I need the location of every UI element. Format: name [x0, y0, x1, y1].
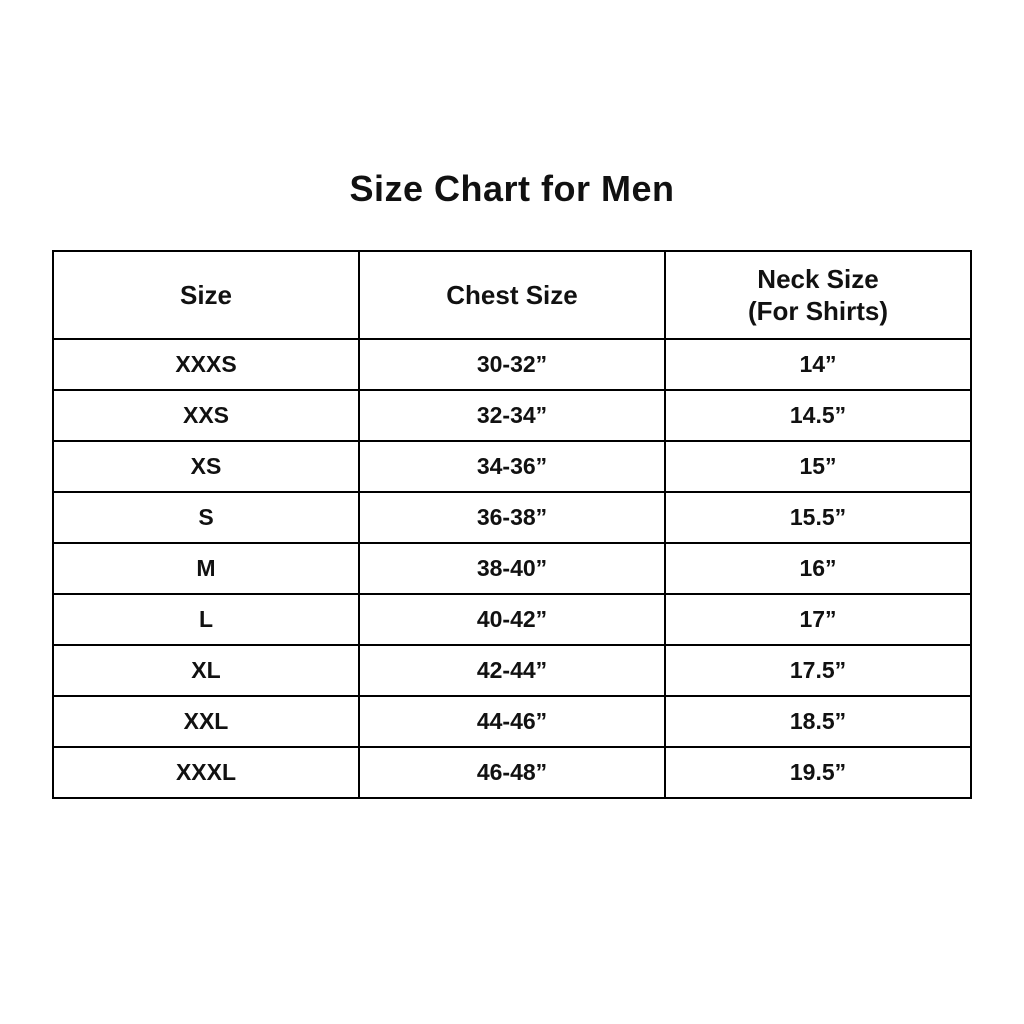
column-header-label: Neck Size	[757, 263, 879, 294]
table-row: XXS 32-34” 14.5”	[52, 389, 972, 442]
header-row: Size Chest Size Neck Size (For Shirts)	[52, 250, 972, 340]
size-cell: XS	[52, 440, 360, 493]
chest-size-cell: 44-46”	[358, 695, 666, 748]
size-chart-table: Size Chest Size Neck Size (For Shirts) XXXS…	[52, 250, 972, 799]
page-title: Size Chart for Men	[349, 168, 675, 209]
chest-size-cell: 42-44”	[358, 644, 666, 697]
table-header: Size Chest Size Neck Size (For Shirts)	[52, 250, 972, 340]
table-row: M 38-40” 16”	[52, 542, 972, 595]
column-header: Neck Size (For Shirts)	[664, 250, 972, 340]
neck-size-cell: 17”	[664, 593, 972, 646]
chest-size-cell: 46-48”	[358, 746, 666, 799]
neck-size-cell: 16”	[664, 542, 972, 595]
column-header-sublabel: (For Shirts)	[747, 296, 889, 326]
size-cell: XL	[52, 644, 360, 697]
size-cell: S	[52, 491, 360, 544]
table-row: S 36-38” 15.5”	[52, 491, 972, 544]
table-row: XL 42-44” 17.5”	[52, 644, 972, 697]
size-cell: L	[52, 593, 360, 646]
size-cell: M	[52, 542, 360, 595]
neck-size-cell: 14.5”	[664, 389, 972, 442]
chest-size-cell: 30-32”	[358, 338, 666, 391]
size-cell: XXL	[52, 695, 360, 748]
chest-size-cell: 36-38”	[358, 491, 666, 544]
column-header: Size	[52, 250, 360, 340]
neck-size-cell: 18.5”	[664, 695, 972, 748]
neck-size-cell: 19.5”	[664, 746, 972, 799]
table-body: XXXS 30-32” 14” XXS 32-34” 14.5” XS 34-36” 15” S 3…	[52, 338, 972, 799]
chest-size-cell: 34-36”	[358, 440, 666, 493]
size-cell: XXXL	[52, 746, 360, 799]
neck-size-cell: 17.5”	[664, 644, 972, 697]
table-row: XS 34-36” 15”	[52, 440, 972, 493]
column-header: Chest Size	[358, 250, 666, 340]
table-row: XXL 44-46” 18.5”	[52, 695, 972, 748]
column-header-label: Size	[179, 279, 233, 310]
table-row: XXXL 46-48” 19.5”	[52, 746, 972, 799]
neck-size-cell: 14”	[664, 338, 972, 391]
table-row: L 40-42” 17”	[52, 593, 972, 646]
chest-size-cell: 38-40”	[358, 542, 666, 595]
size-cell: XXS	[52, 389, 360, 442]
chest-size-cell: 32-34”	[358, 389, 666, 442]
size-cell: XXXS	[52, 338, 360, 391]
neck-size-cell: 15.5”	[664, 491, 972, 544]
table-row: XXXS 30-32” 14”	[52, 338, 972, 391]
neck-size-cell: 15”	[664, 440, 972, 493]
column-header-label: Chest Size	[446, 279, 578, 310]
chest-size-cell: 40-42”	[358, 593, 666, 646]
